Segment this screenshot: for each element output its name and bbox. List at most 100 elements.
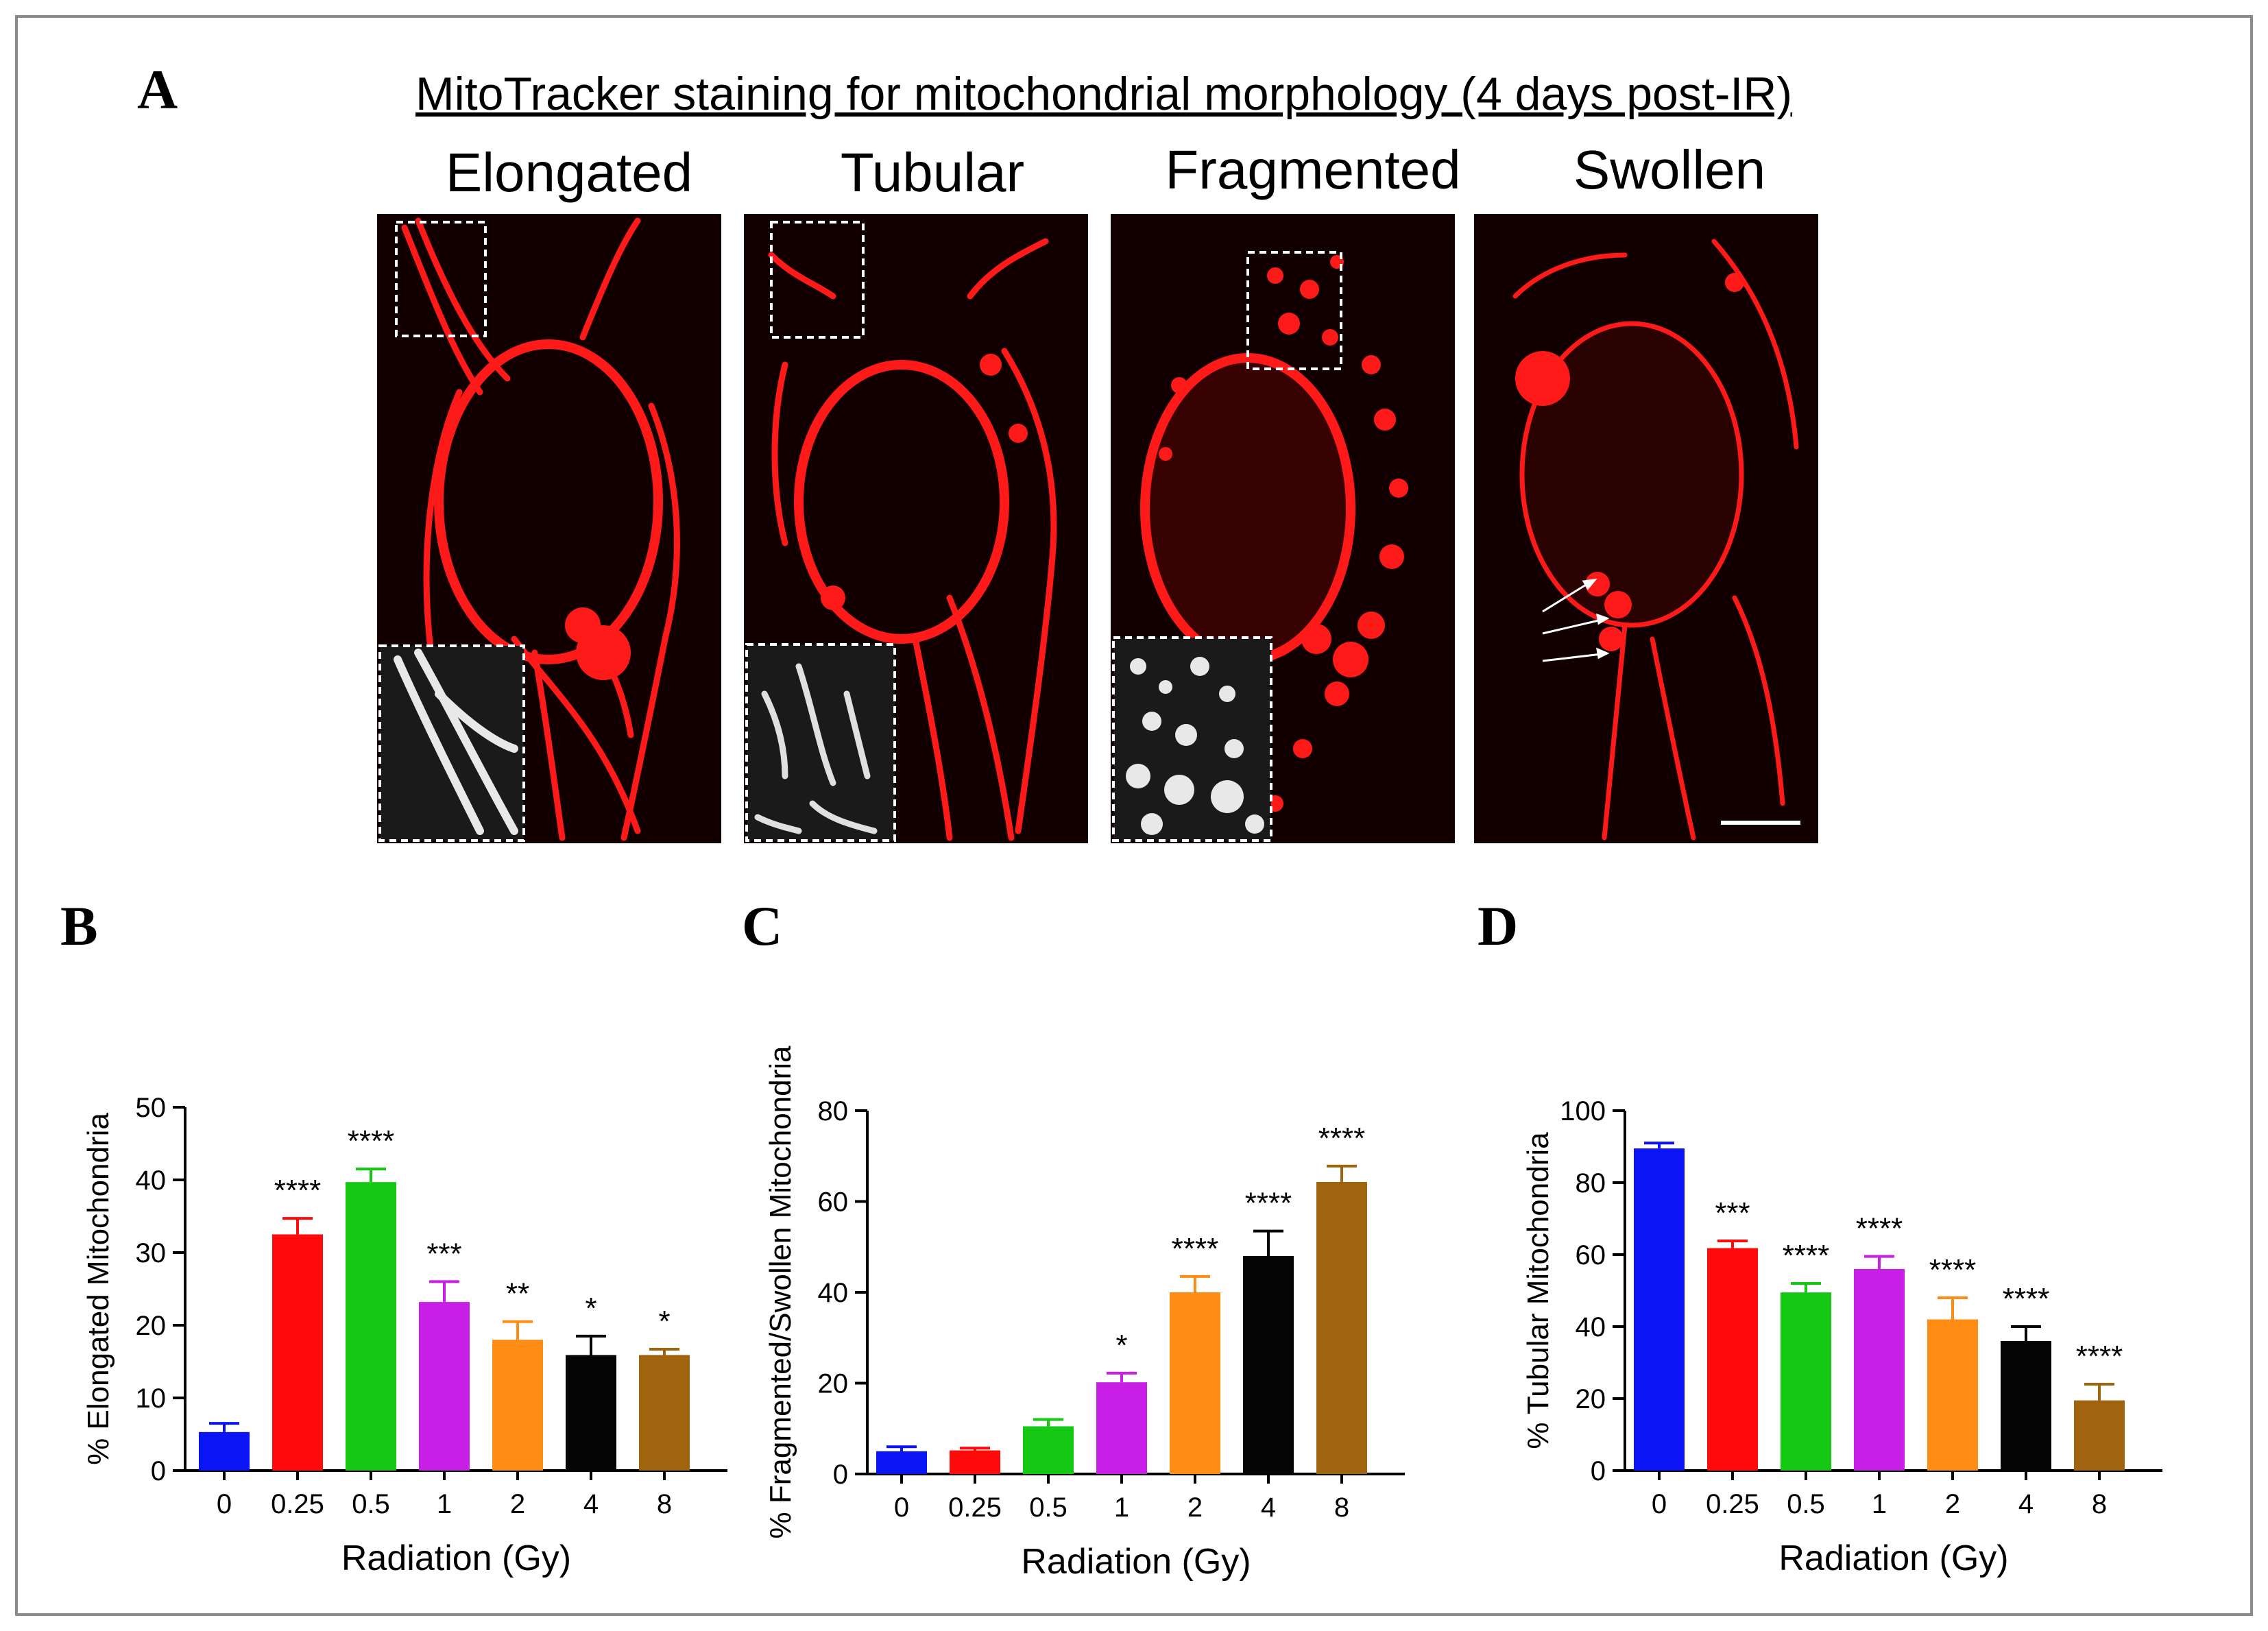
y-axis-label: % Fragmented/Swollen Mitochondria	[764, 1046, 797, 1539]
y-tick-label: 0	[151, 1456, 166, 1486]
x-tick-label: 0	[894, 1493, 909, 1523]
micrograph-swollen	[1474, 214, 1818, 843]
bar	[1170, 1292, 1220, 1474]
panel-letter-d: D	[1477, 895, 1519, 957]
column-label-fragmented: Fragmented	[1165, 139, 1461, 200]
x-axis-label: Radiation (Gy)	[341, 1538, 571, 1578]
column-label-swollen: Swollen	[1573, 139, 1766, 200]
significance-label: ****	[1783, 1239, 1830, 1272]
y-tick-label: 80	[1576, 1168, 1606, 1198]
significance-label: ***	[426, 1237, 461, 1270]
bar	[2074, 1400, 2125, 1471]
significance-label: *	[585, 1292, 596, 1325]
y-tick-label: 20	[818, 1369, 849, 1399]
y-tick-label: 0	[833, 1460, 848, 1490]
y-tick-label: 60	[1576, 1240, 1606, 1270]
column-label-tubular: Tubular	[840, 142, 1025, 203]
significance-label: ****	[1856, 1212, 1903, 1246]
bar	[950, 1450, 1000, 1474]
y-tick-label: 20	[136, 1311, 167, 1341]
x-axis-label: Radiation (Gy)	[1778, 1538, 2008, 1578]
x-tick-label: 8	[1334, 1493, 1349, 1523]
significance-label: ****	[1245, 1187, 1292, 1220]
bar	[1854, 1269, 1905, 1471]
y-tick-label: 40	[136, 1165, 167, 1196]
y-axis-label: % Tubular Mitochondria	[1521, 1132, 1555, 1449]
column-label-elongated: Elongated	[445, 142, 693, 203]
significance-label: *	[658, 1305, 670, 1338]
chart-c: 0 20 40 60 80 0 0.25 0.5 * 1 **** 2 **** 4 **** 8 Radiat…	[761, 953, 1447, 1591]
bar	[1781, 1292, 1831, 1471]
significance-label: ****	[348, 1124, 395, 1158]
panel-letter-c: C	[742, 895, 783, 957]
y-tick-label: 40	[1576, 1312, 1606, 1342]
bar	[419, 1302, 470, 1471]
y-axis-label: % Elongated Mitochondria	[82, 1113, 115, 1465]
significance-label: *	[1115, 1329, 1127, 1362]
y-tick-label: 20	[1576, 1384, 1606, 1414]
bar	[492, 1340, 543, 1471]
x-tick-label: 0	[217, 1489, 232, 1519]
y-tick-label: 40	[818, 1278, 849, 1308]
x-tick-label: 8	[2092, 1489, 2107, 1519]
bar	[566, 1355, 616, 1471]
bar	[1927, 1319, 1978, 1471]
significance-label: ****	[274, 1174, 322, 1207]
chart-d-svg: 0 20 40 60 80 100 0 *** 0.25 **** 0.5 **** 1 **** 2 ***…	[1521, 1096, 2162, 1578]
x-tick-label: 0.25	[948, 1493, 1002, 1523]
x-tick-label: 0.5	[352, 1489, 390, 1519]
x-tick-label: 8	[657, 1489, 672, 1519]
bar	[1023, 1426, 1074, 1474]
panel-letter-a: A	[137, 58, 178, 121]
panel-letter-b: B	[60, 895, 98, 957]
x-tick-label: 0	[1652, 1489, 1667, 1519]
x-tick-label: 2	[510, 1489, 525, 1519]
micrograph-tubular	[744, 214, 1088, 843]
x-tick-label: 0.5	[1029, 1493, 1067, 1523]
significance-label: **	[506, 1277, 529, 1311]
x-tick-label: 4	[1261, 1493, 1276, 1523]
micrograph-fragmented	[1111, 214, 1455, 843]
significance-label: ****	[1929, 1253, 1977, 1287]
x-tick-label: 1	[1872, 1489, 1887, 1519]
x-tick-label: 0.5	[1787, 1489, 1825, 1519]
chart-d: 0 20 40 60 80 100 0 *** 0.25 **** 0.5 **** 1 **** 2 ***…	[1495, 953, 2180, 1591]
bar	[199, 1431, 250, 1471]
x-tick-label: 4	[583, 1489, 599, 1519]
chart-b: 0 10 20 30 40 50 0 **** 0.25 **** 0.5 *** 1 ** 2 * 4 * 8 Ra…	[69, 953, 740, 1591]
bar	[1316, 1182, 1367, 1474]
x-tick-label: 1	[437, 1489, 452, 1519]
y-tick-label: 100	[1560, 1096, 1606, 1126]
y-tick-label: 0	[1591, 1456, 1606, 1486]
x-axis-label: Radiation (Gy)	[1021, 1542, 1251, 1582]
y-tick-label: 30	[136, 1238, 167, 1268]
y-tick-label: 80	[818, 1096, 849, 1126]
x-tick-label: 2	[1945, 1489, 1960, 1519]
significance-label: ****	[1318, 1122, 1366, 1155]
x-tick-label: 2	[1187, 1493, 1203, 1523]
y-tick-label: 10	[136, 1384, 167, 1414]
bar	[876, 1451, 927, 1474]
bar	[1243, 1256, 1294, 1474]
chart-c-svg: 0 20 40 60 80 0 0.25 0.5 * 1 **** 2 **** 4 **** 8 Radiat…	[764, 1046, 1405, 1582]
x-tick-label: 4	[2018, 1489, 2034, 1519]
y-tick-label: 60	[818, 1187, 849, 1218]
x-tick-label: 0.25	[1706, 1489, 1759, 1519]
bar	[1707, 1248, 1758, 1471]
x-tick-label: 0.25	[271, 1489, 324, 1519]
bar	[346, 1182, 396, 1471]
panel-a-title: MitoTracker staining for mitochondrial m…	[415, 68, 1793, 120]
significance-label: ****	[2003, 1282, 2050, 1316]
significance-label: ****	[1172, 1232, 1219, 1266]
y-tick-label: 50	[136, 1093, 167, 1123]
bar	[639, 1355, 690, 1471]
chart-b-svg: 0 10 20 30 40 50 0 **** 0.25 **** 0.5 *** 1 ** 2 * 4 * 8 Ra…	[82, 1093, 727, 1578]
bar	[2001, 1341, 2051, 1471]
micrograph-elongated	[377, 214, 721, 843]
significance-label: ****	[2076, 1340, 2123, 1373]
bar	[272, 1234, 323, 1471]
x-tick-label: 1	[1114, 1493, 1129, 1523]
significance-label: ***	[1715, 1196, 1750, 1230]
bar	[1096, 1382, 1147, 1474]
bar	[1634, 1148, 1685, 1471]
